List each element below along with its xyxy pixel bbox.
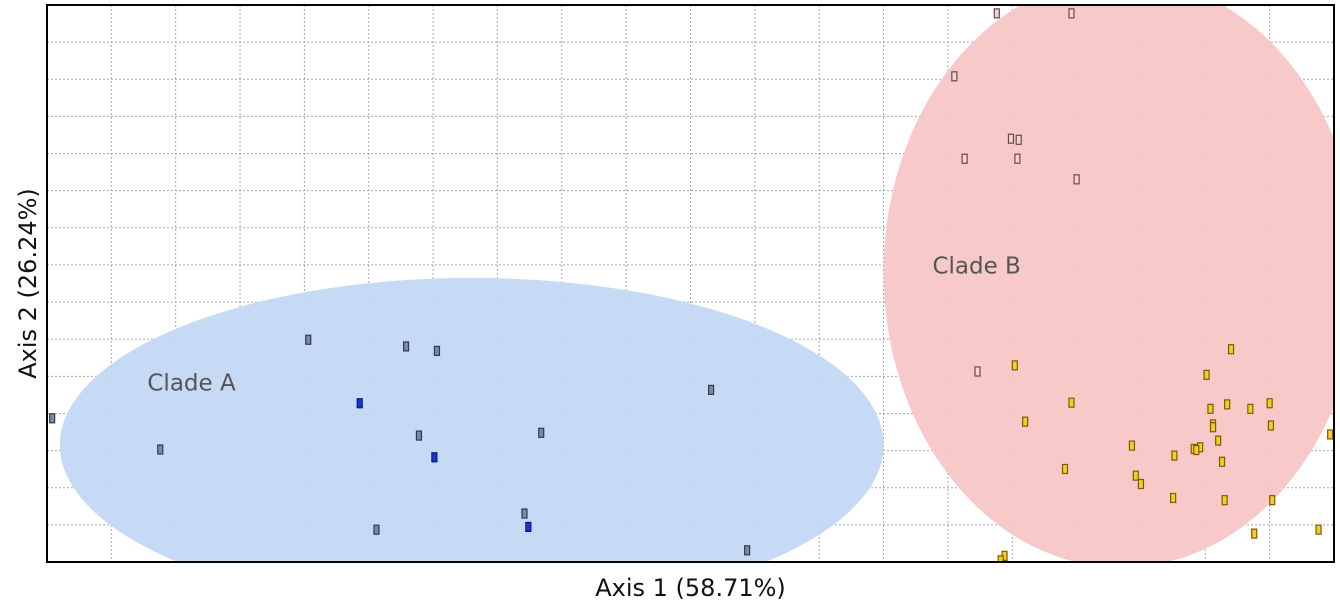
clade-b-yellow-point [1269, 495, 1276, 506]
clade-b-yellow-point [1327, 429, 1334, 440]
clade-b-yellow-point [1203, 369, 1210, 380]
clade-b-yellow-point [1132, 470, 1139, 481]
clade-a-gray-point [433, 345, 441, 356]
x-axis-title: Axis 1 (58.71%) [595, 574, 786, 602]
clade-b-outline-point [961, 153, 968, 164]
clade-a-gray-point [521, 508, 528, 519]
clade-a-gray-point [402, 341, 410, 352]
clade-b-yellow-point [1215, 435, 1222, 446]
clade-b-yellow-point [1128, 440, 1136, 451]
clade-b-region [883, 5, 1334, 562]
clade-a-gray-point [373, 524, 380, 535]
clade-b-outline-point [974, 366, 981, 377]
clade-b-yellow-point [1267, 420, 1275, 431]
clade-a-blue-point [431, 452, 438, 463]
clade-b-outline-point [1007, 133, 1015, 144]
clade-b-yellow-point [997, 555, 1004, 562]
clade-b-yellow-point [1170, 492, 1177, 504]
clade-b-yellow-point [1218, 456, 1226, 467]
clade-b-yellow-point [1207, 403, 1214, 414]
clade-b-yellow-point [1171, 450, 1178, 461]
clade-b-outline-point [1014, 153, 1021, 164]
clade-a-gray-point [538, 427, 545, 438]
clade-b-yellow-point [1266, 398, 1273, 409]
clade-b-yellow-point [1209, 422, 1217, 433]
clade-a-gray-point [49, 413, 56, 424]
clade-regions [59, 5, 1334, 562]
y-axis-title: Axis 2 (26.24%) [14, 188, 42, 379]
clade-b-label: Clade B [932, 253, 1020, 279]
clade-a-gray-point [305, 334, 312, 345]
clade-b-outline-point [993, 8, 1000, 19]
clade-a-gray-point [744, 545, 751, 556]
clade-b-yellow-point [1011, 360, 1018, 371]
clade-b-yellow-point [1247, 403, 1254, 414]
clade-b-yellow-point [1224, 399, 1231, 410]
clade-b-outline-point [1015, 134, 1022, 145]
clade-labels: Clade A Clade B [147, 253, 1020, 396]
clade-b-yellow-point [1022, 416, 1029, 427]
clade-b-yellow-point [1068, 397, 1075, 408]
clade-b-outline-point [1073, 174, 1080, 185]
clade-b-yellow-point [1251, 528, 1258, 539]
clade-a-gray-point [707, 384, 715, 395]
plot-frame [46, 4, 1335, 563]
clade-b-yellow-point [1137, 478, 1145, 490]
clade-a-gray-point [415, 430, 423, 441]
clade-a-region [59, 277, 884, 562]
clade-a-blue-point [525, 521, 532, 533]
clade-b-yellow-point [1227, 344, 1235, 355]
clade-b-yellow-point [1061, 463, 1069, 475]
clade-b-outline-point [951, 71, 958, 82]
clade-b-outline-point [1068, 8, 1075, 19]
data-points [49, 8, 1334, 562]
clade-a-label: Clade A [147, 370, 236, 396]
clade-a-blue-point [356, 398, 363, 409]
clade-b-yellow-point [1315, 524, 1322, 535]
clade-a-gray-point [157, 444, 164, 455]
clade-b-yellow-point [1221, 495, 1228, 506]
clade-b-yellow-point [1193, 444, 1200, 456]
